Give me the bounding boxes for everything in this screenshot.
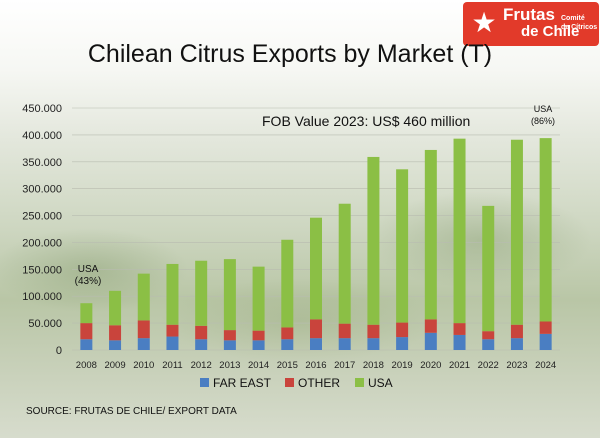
bar-segment <box>223 259 236 331</box>
x-tick-label: 2015 <box>277 360 298 371</box>
bar-segment <box>510 324 523 339</box>
bar-segment <box>539 321 552 334</box>
x-tick-label: 2024 <box>535 360 556 371</box>
x-tick-label: 2019 <box>392 360 413 371</box>
y-tick-label: 0 <box>56 345 62 357</box>
y-tick-label: 100.000 <box>22 291 62 303</box>
bar-segment <box>482 205 495 332</box>
bar-segment <box>424 149 437 320</box>
bar-segment <box>223 330 236 341</box>
bar-segment <box>310 217 322 320</box>
x-tick-label: 2012 <box>191 360 212 371</box>
bar-segment <box>424 332 437 350</box>
x-tick-label: 2021 <box>449 360 470 371</box>
bar-segment <box>396 169 409 323</box>
y-tick-label: 150.000 <box>22 264 62 276</box>
y-tick-label: 250.000 <box>22 211 62 223</box>
chart-title: Chilean Citrus Exports by Market (T) <box>87 40 493 68</box>
logo-brand-line1: Frutas <box>503 5 555 24</box>
bar-segment <box>252 330 265 341</box>
bar-segment <box>137 320 150 339</box>
bar-segment <box>338 323 351 339</box>
fob-value-annotation: FOB Value 2023: US$ 460 million <box>262 113 470 129</box>
x-tick-label: 2018 <box>363 360 384 371</box>
y-tick-label: 200.000 <box>22 237 62 249</box>
bar-segment <box>80 339 93 350</box>
bar-segment <box>396 337 409 350</box>
bar-segment <box>310 338 322 350</box>
star-icon: ★ <box>471 7 497 38</box>
bar-segment <box>166 336 179 350</box>
x-tick-label: 2017 <box>334 360 355 371</box>
x-tick-label: 2020 <box>420 360 441 371</box>
bar-segment <box>510 139 523 325</box>
bar-segment <box>367 156 380 325</box>
y-tick-label: 50.000 <box>28 318 62 330</box>
x-tick-label: 2014 <box>248 360 269 371</box>
bar-segment <box>396 322 409 338</box>
bar-segment <box>252 266 265 331</box>
bar-segment <box>223 340 236 350</box>
legend-label: USA <box>368 376 393 390</box>
usa-share-2024-value: (86%) <box>531 116 555 126</box>
bar-segment <box>453 323 466 335</box>
bar-segment <box>510 338 523 350</box>
bar-segment <box>80 323 93 340</box>
logo-sub-line1: Comité <box>561 15 585 22</box>
bar-segment <box>80 303 93 324</box>
bar-segment <box>338 203 351 324</box>
bar-segment <box>424 319 437 333</box>
bar-segment <box>109 340 122 350</box>
bar-segment <box>195 339 208 350</box>
bar-segment <box>367 324 380 339</box>
y-tick-label: 350.000 <box>22 157 62 169</box>
bar-segment <box>539 333 552 350</box>
x-tick-label: 2022 <box>478 360 499 371</box>
bar-segment <box>166 263 179 325</box>
usa-share-2008-label: USA <box>78 264 99 275</box>
bar-segment <box>137 338 150 350</box>
bar-segment <box>367 338 380 350</box>
x-tick-label: 2008 <box>76 360 97 371</box>
bar-segment <box>281 239 294 328</box>
bar-segment <box>109 325 122 341</box>
legend-label: FAR EAST <box>213 376 272 390</box>
y-tick-label: 300.000 <box>22 184 62 196</box>
usa-share-2008-value: (43%) <box>75 276 102 287</box>
source-note: SOURCE: FRUTAS DE CHILE/ EXPORT DATA <box>26 406 237 417</box>
bar-segment <box>252 340 265 350</box>
logo-brand-line2: de Chile <box>521 23 580 40</box>
y-tick-label: 450.000 <box>22 103 62 115</box>
bar-segment <box>195 325 208 340</box>
bar-segment <box>482 331 495 340</box>
bar-segment <box>195 260 208 326</box>
legend-swatch <box>285 378 294 387</box>
bar-segment <box>453 138 466 324</box>
bar-segment <box>281 339 294 350</box>
legend-label: OTHER <box>298 376 340 390</box>
bar-segment <box>310 319 322 339</box>
y-tick-label: 400.000 <box>22 130 62 142</box>
bar-segment <box>109 290 122 326</box>
x-tick-label: 2013 <box>219 360 240 371</box>
logo-sub-line2: de Cítricos <box>561 24 598 31</box>
legend-swatch <box>355 378 364 387</box>
x-tick-label: 2010 <box>133 360 154 371</box>
bar-segment <box>281 327 294 340</box>
bar-segment <box>539 138 552 322</box>
bar-segment <box>166 324 179 337</box>
x-tick-label: 2009 <box>104 360 125 371</box>
x-tick-label: 2023 <box>506 360 527 371</box>
x-tick-label: 2016 <box>305 360 326 371</box>
bar-segment <box>338 338 351 350</box>
x-tick-label: 2011 <box>162 360 182 371</box>
bar-segment <box>453 334 466 350</box>
frutas-de-chile-logo: ★ Frutas de Chile Comité de Cítricos <box>463 2 599 46</box>
legend-swatch <box>200 378 209 387</box>
usa-share-2024-label: USA <box>534 104 553 114</box>
bar-segment <box>137 273 150 321</box>
bar-segment <box>482 339 495 350</box>
